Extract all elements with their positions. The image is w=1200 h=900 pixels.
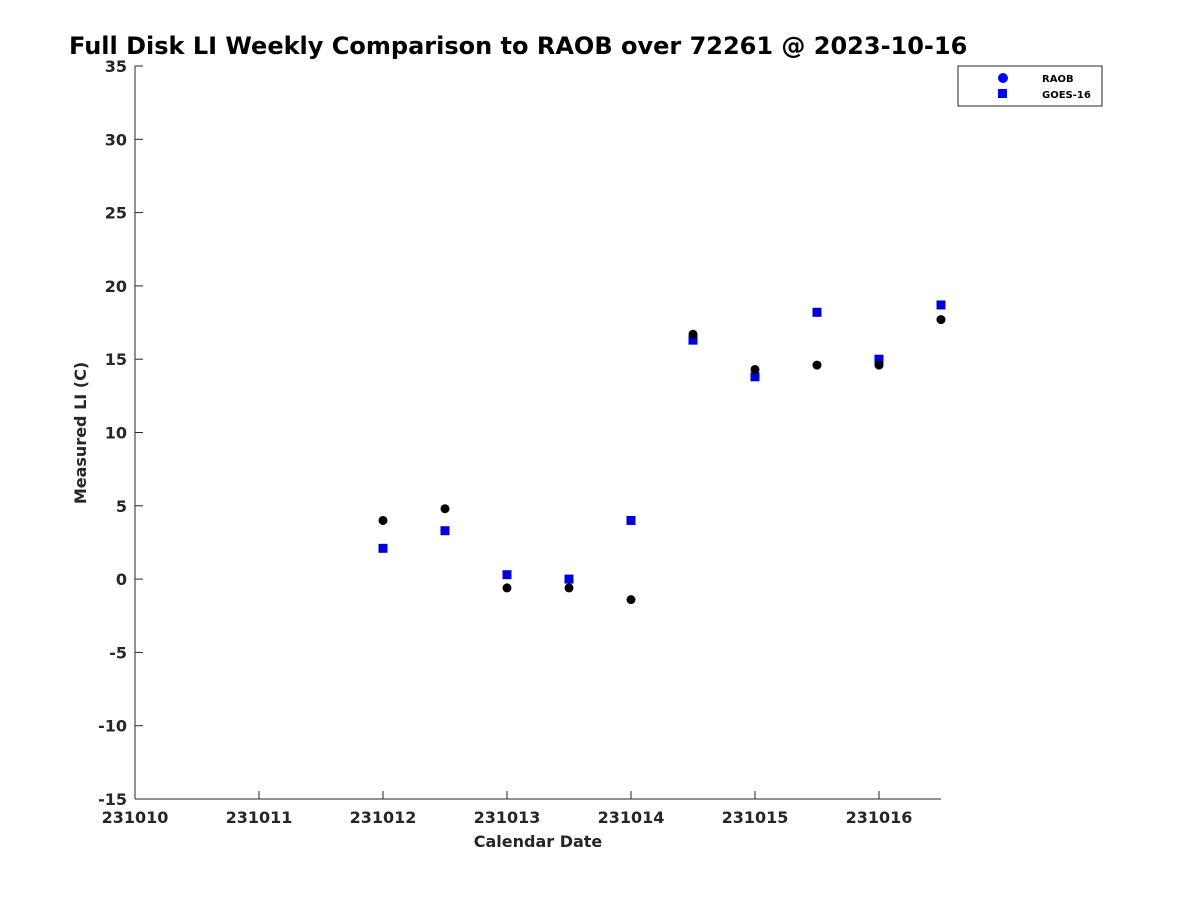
raob-point: [936, 315, 946, 325]
y-tick-label: 35: [105, 57, 127, 76]
raob-point: [378, 515, 388, 525]
x-tick-label: 231010: [102, 808, 169, 827]
series-raob: [378, 315, 946, 605]
series-layer: [378, 300, 946, 605]
x-tick-label: 231014: [598, 808, 665, 827]
legend-goes16-marker: [998, 89, 1007, 98]
goes16-point: [626, 515, 636, 525]
raob-point: [750, 364, 760, 374]
x-tick-label: 231016: [846, 808, 913, 827]
goes16-point: [502, 570, 512, 580]
raob-point: [874, 360, 884, 370]
y-tick-label: -5: [109, 643, 127, 662]
x-tick-label: 231012: [350, 808, 417, 827]
goes16-point: [936, 300, 946, 310]
goes16-point: [440, 526, 450, 536]
x-tick-label: 231015: [722, 808, 789, 827]
goes16-point: [688, 335, 698, 345]
x-axis-label: Calendar Date: [474, 832, 603, 851]
legend-box: [957, 65, 1103, 107]
goes16-point: [874, 354, 884, 364]
y-tick-label: 15: [105, 350, 127, 369]
raob-point: [502, 583, 512, 593]
raob-point: [688, 329, 698, 339]
axes: [134, 66, 941, 800]
legend: RAOB GOES-16: [957, 65, 1103, 107]
legend-raob-marker: [998, 73, 1008, 83]
legend-raob-label: RAOB: [1042, 74, 1074, 85]
y-tick-label: -15: [98, 790, 127, 809]
legend-goes16-label: GOES-16: [1042, 90, 1091, 101]
y-tick-label: 5: [116, 497, 127, 516]
x-axis-ticks: 231010 231011 231012 231013 231014 231015 2310…: [102, 791, 913, 827]
y-tick-label: 25: [105, 204, 127, 223]
y-axis-label: Measured LI (C): [71, 362, 90, 504]
raob-point: [564, 583, 574, 593]
goes16-point: [564, 574, 574, 584]
raob-point: [440, 504, 450, 514]
x-tick-label: 231011: [226, 808, 293, 827]
y-axis-ticks: -15 -10 -5 0 5 10 15 20 25 30 35: [98, 57, 143, 809]
goes16-point: [812, 307, 822, 317]
y-tick-label: 30: [105, 130, 127, 149]
goes16-point: [378, 543, 388, 553]
x-tick-label: 231013: [474, 808, 541, 827]
chart-title: Full Disk LI Weekly Comparison to RAOB o…: [69, 32, 967, 60]
raob-point: [626, 595, 636, 605]
y-tick-label: -10: [98, 717, 127, 736]
y-tick-label: 20: [105, 277, 127, 296]
goes16-point: [750, 372, 760, 382]
y-tick-label: 10: [105, 424, 127, 443]
raob-point: [812, 360, 822, 370]
series-goes-16: [378, 300, 946, 584]
y-tick-label: 0: [116, 570, 127, 589]
